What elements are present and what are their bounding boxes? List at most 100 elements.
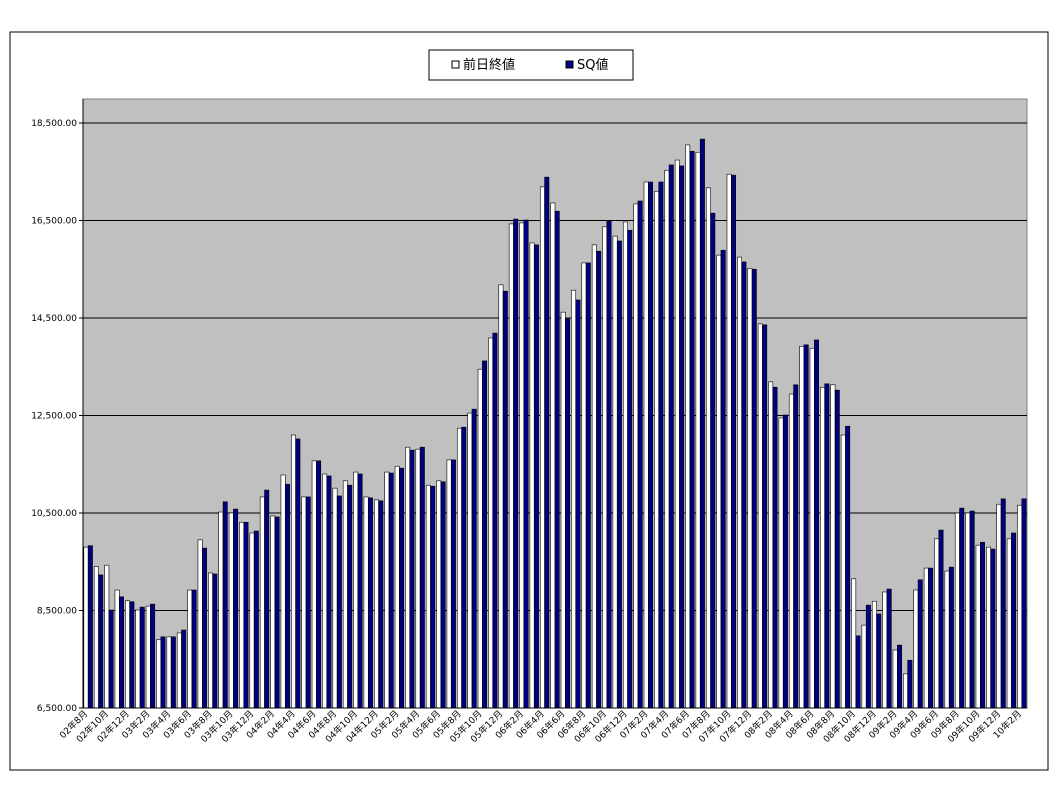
- bar: [233, 508, 239, 709]
- bar: [436, 480, 442, 709]
- bar: [461, 426, 467, 709]
- bar: [969, 510, 975, 709]
- bar: [145, 605, 151, 709]
- bar: [311, 460, 317, 709]
- bar: [965, 512, 971, 709]
- bar: [243, 521, 249, 709]
- bar: [996, 503, 1002, 709]
- bar: [851, 578, 857, 709]
- bar: [674, 159, 680, 709]
- bar: [824, 383, 830, 709]
- bar: [98, 574, 104, 709]
- bar: [689, 150, 695, 709]
- bar: [83, 546, 89, 709]
- bar: [948, 566, 954, 709]
- bar: [419, 446, 425, 709]
- bar: [508, 223, 514, 709]
- bar: [986, 546, 991, 709]
- bar: [156, 639, 162, 709]
- bar: [498, 284, 504, 709]
- bar: [191, 589, 197, 709]
- bar: [326, 475, 332, 709]
- bar: [482, 360, 488, 709]
- bar: [160, 636, 166, 709]
- bar: [840, 434, 846, 709]
- bar: [903, 673, 909, 709]
- bar: [415, 448, 421, 709]
- bar: [654, 190, 660, 709]
- bar: [591, 244, 597, 709]
- bar: [87, 545, 93, 709]
- y-tick-label: 18,500.00: [31, 119, 77, 129]
- bar: [539, 186, 545, 709]
- bar: [622, 221, 628, 709]
- bar: [284, 483, 290, 709]
- y-tick-label: 16,500.00: [31, 217, 77, 227]
- bar: [737, 256, 743, 709]
- bar: [440, 481, 446, 709]
- y-tick-label: 14,500.00: [31, 314, 77, 324]
- bar: [928, 567, 934, 709]
- bar: [861, 624, 867, 709]
- bar: [788, 393, 794, 709]
- bar: [405, 446, 411, 709]
- bar: [533, 244, 539, 709]
- bar: [93, 566, 99, 709]
- bar: [938, 529, 944, 709]
- bar: [399, 467, 405, 709]
- bar: [845, 425, 851, 709]
- bar: [249, 532, 255, 709]
- bar: [762, 324, 768, 709]
- bar: [197, 539, 203, 709]
- bar: [373, 499, 379, 709]
- bar: [467, 412, 473, 709]
- bar: [959, 507, 965, 709]
- bar: [726, 173, 732, 709]
- bar: [720, 249, 726, 709]
- bar: [544, 176, 550, 709]
- bar: [705, 187, 711, 709]
- bar: [565, 318, 571, 709]
- y-tick-label: 10,500.00: [31, 509, 77, 519]
- bar: [668, 164, 674, 709]
- bar: [710, 212, 716, 709]
- bar: [253, 530, 259, 709]
- bar: [181, 629, 187, 709]
- bar: [529, 242, 535, 709]
- bar: [716, 254, 722, 709]
- bar: [571, 289, 577, 709]
- bar: [768, 381, 774, 709]
- bar: [1011, 532, 1017, 709]
- bar: [975, 544, 981, 709]
- bar: [554, 210, 560, 709]
- bar: [274, 516, 280, 709]
- bar: [170, 636, 176, 709]
- bar: [104, 564, 110, 709]
- bar: [270, 515, 276, 709]
- bar: [425, 484, 431, 709]
- bar: [135, 609, 141, 709]
- bar: [923, 567, 929, 709]
- bar: [176, 632, 182, 709]
- bar: [616, 240, 622, 709]
- legend-box: [428, 49, 634, 81]
- bar: [519, 222, 525, 709]
- bar: [388, 472, 394, 709]
- bar: [664, 169, 670, 709]
- bar: [581, 262, 587, 709]
- bar: [264, 489, 270, 709]
- bar: [357, 473, 363, 709]
- bar: [585, 262, 591, 709]
- bar: [809, 347, 815, 709]
- bar: [280, 474, 286, 709]
- bar: [295, 438, 301, 709]
- bar: [125, 600, 130, 709]
- bar: [378, 500, 384, 709]
- bar: [602, 226, 608, 709]
- bar: [637, 200, 643, 709]
- bar: [488, 337, 494, 709]
- y-tick-label: 6,500.00: [37, 704, 77, 714]
- bar: [430, 485, 436, 709]
- y-tick-label: 12,500.00: [31, 412, 77, 422]
- bar: [513, 218, 519, 709]
